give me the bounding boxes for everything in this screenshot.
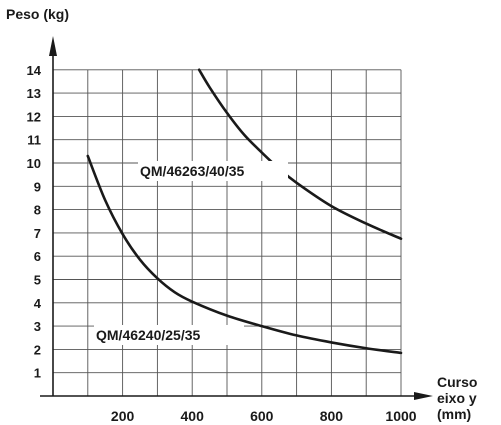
x-tick-label: 800 [320,408,344,424]
x-axis-title-line: (mm) [437,406,471,422]
series-line-2 [197,68,403,241]
series-label: QM/46240/25/35 [96,327,201,343]
data-curves [86,68,403,355]
grid [53,69,402,396]
y-tick-label: 4 [34,296,42,311]
y-tick-label: 6 [34,249,41,264]
series-label-background [94,325,244,345]
series-label-background [138,161,288,181]
y-tick-label: 11 [27,133,41,148]
y-tick-label: 1 [34,366,41,381]
axis-and-series-labels: QM/46240/25/35 QM/46263/40/35 Peso (kg) Cur… [6,6,477,422]
x-axis-arrow [414,392,433,400]
axes [40,36,433,400]
y-tick-label: 12 [27,109,41,124]
y-tick-label: 8 [34,203,41,218]
x-axis-title-line: Curso [437,374,477,390]
y-tick-label: 10 [27,156,41,171]
y-axis-title: Peso (kg) [6,6,69,22]
x-tick-label: 600 [250,408,274,424]
series-label: QM/46263/40/35 [140,163,245,179]
y-axis-arrow [49,36,57,56]
y-tick-label: 3 [34,319,41,334]
x-axis-title-line: eixo y [437,390,477,406]
x-tick-label: 1000 [385,408,416,424]
y-tick-label: 2 [34,342,41,357]
y-tick-label: 13 [27,86,41,101]
y-tick-label: 9 [34,179,41,194]
x-tick-label: 400 [181,408,205,424]
x-tick-label: 200 [111,408,135,424]
y-tick-label: 5 [34,273,41,288]
y-tick-label: 14 [27,63,42,78]
series-line-1 [86,154,403,355]
y-tick-label: 7 [34,226,41,241]
